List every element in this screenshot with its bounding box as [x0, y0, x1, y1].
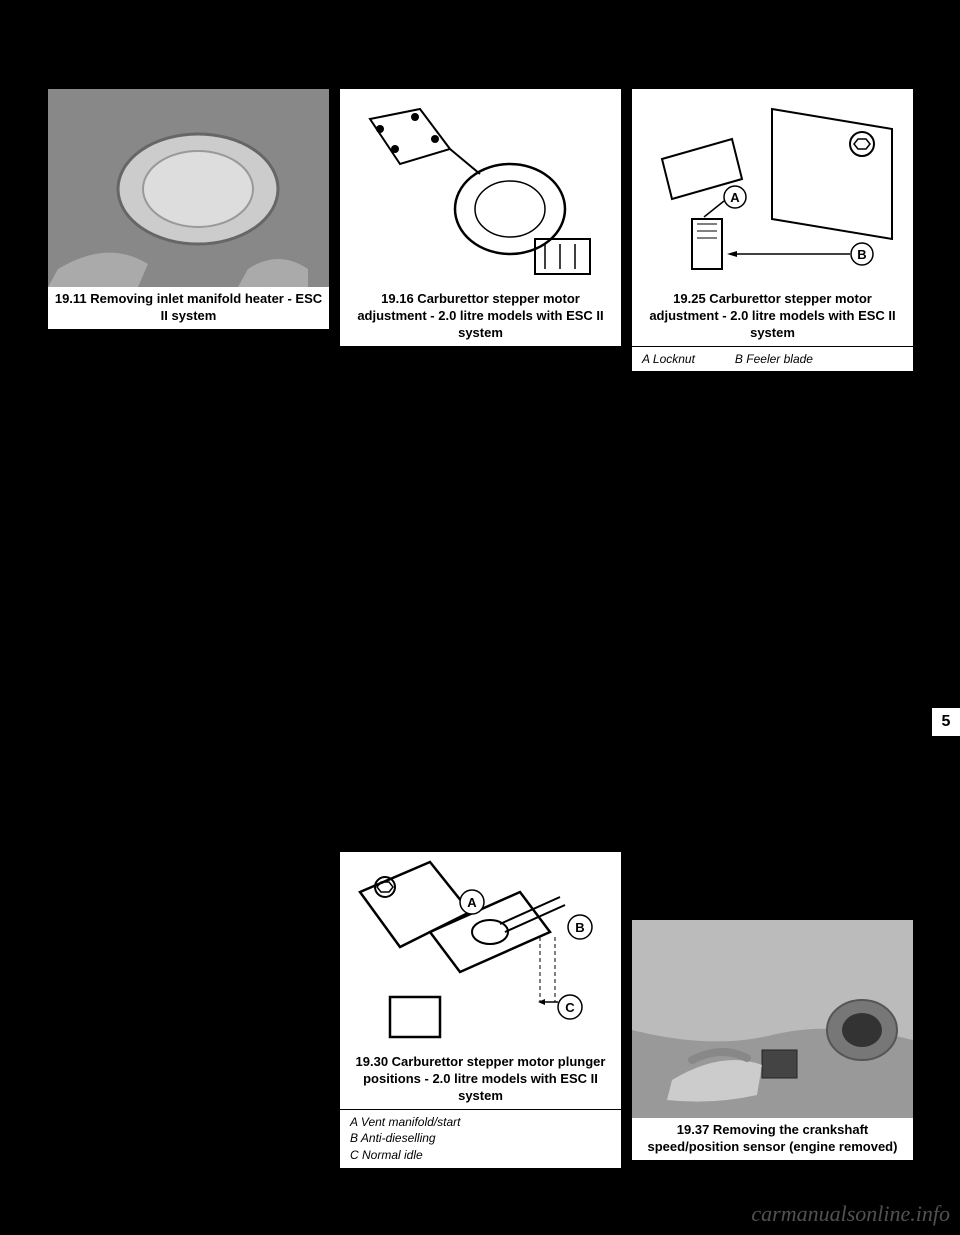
figure-3: A B 19.25 Carburettor stepper motor adju…: [632, 89, 913, 371]
svg-text:B: B: [575, 920, 584, 935]
svg-text:C: C: [565, 1000, 575, 1015]
figure-3-subcaption: A Locknut B Feeler blade: [632, 346, 913, 372]
figure-3-label-b: B Feeler blade: [735, 351, 813, 368]
figure-4-label-c: C Normal idle: [350, 1147, 611, 1164]
figure-2-image: [340, 89, 621, 287]
figure-4-caption: 19.30 Carburettor stepper motor plunger …: [340, 1050, 621, 1109]
figure-2-caption: 19.16 Carburettor stepper motor adjustme…: [340, 287, 621, 346]
figure-2: 19.16 Carburettor stepper motor adjustme…: [340, 89, 621, 346]
figure-4-image: A B C: [340, 852, 621, 1050]
figure-4: A B C 19.30 Carburettor stepper motor pl…: [340, 852, 621, 1168]
watermark: carmanualsonline.info: [751, 1201, 950, 1227]
figure-5-caption: 19.37 Removing the crankshaft speed/posi…: [632, 1118, 913, 1160]
figure-3-label-a: A Locknut: [642, 351, 695, 368]
figure-1-image: [48, 89, 329, 287]
figure-1-caption: 19.11 Removing inlet manifold heater - E…: [48, 287, 329, 329]
svg-text:A: A: [730, 190, 740, 205]
page-number-tab: 5: [932, 708, 960, 736]
figure-4-label-b: B Anti-dieselling: [350, 1130, 611, 1147]
figure-4-label-a: A Vent manifold/start: [350, 1114, 611, 1131]
figure-5-image: [632, 920, 913, 1118]
figure-3-caption: 19.25 Carburettor stepper motor adjustme…: [632, 287, 913, 346]
figure-4-subcaption: A Vent manifold/start B Anti-dieselling …: [340, 1109, 621, 1168]
figure-3-image: A B: [632, 89, 913, 287]
figure-1: 19.11 Removing inlet manifold heater - E…: [48, 89, 329, 329]
svg-text:A: A: [467, 895, 477, 910]
figure-5: 19.37 Removing the crankshaft speed/posi…: [632, 920, 913, 1160]
svg-text:B: B: [857, 247, 866, 262]
